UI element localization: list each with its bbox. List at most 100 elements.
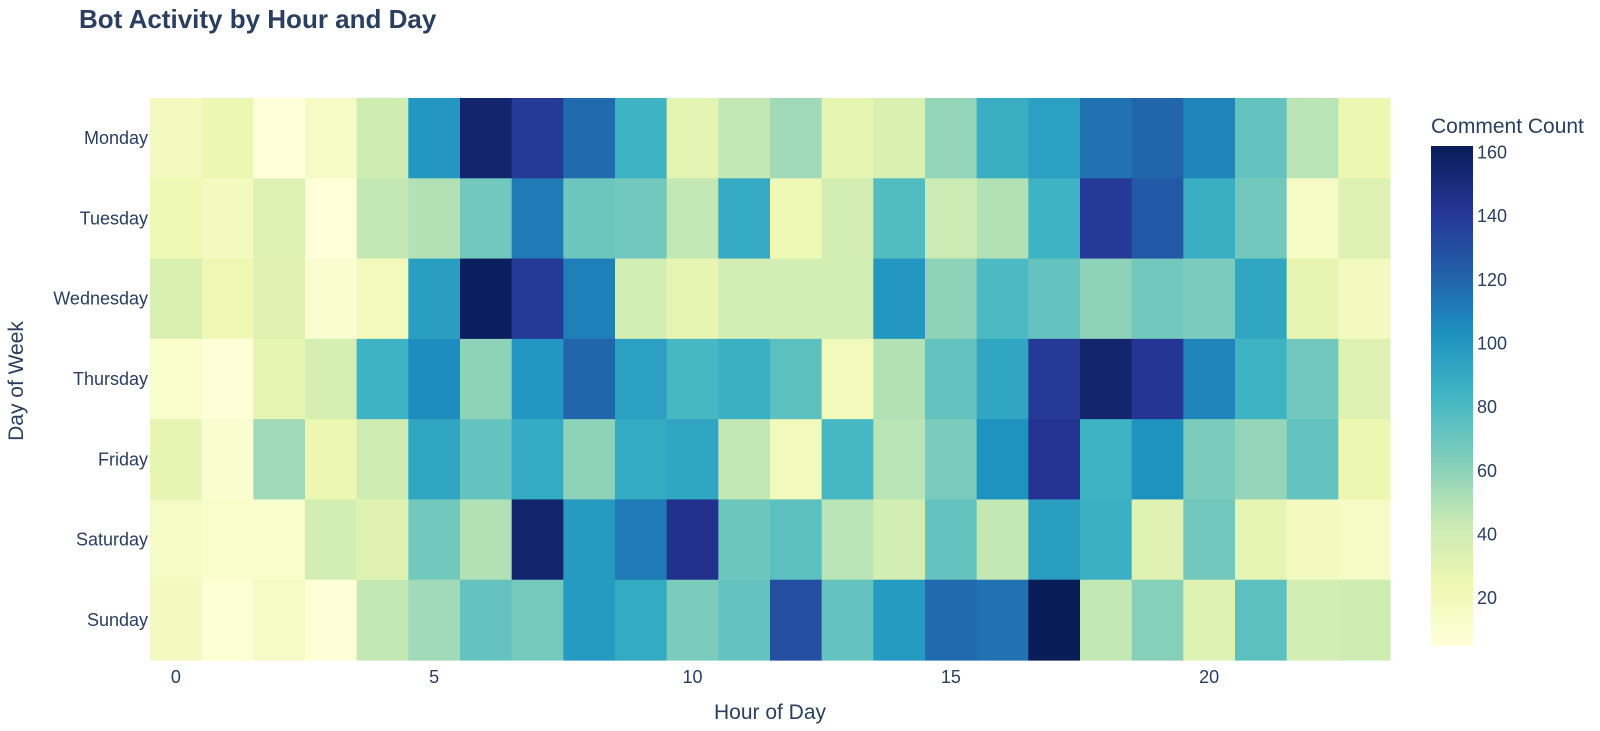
heatmap-cell bbox=[305, 419, 358, 501]
x-tick-label: 20 bbox=[1199, 667, 1219, 687]
heatmap-cell bbox=[1338, 178, 1391, 260]
heatmap-cell bbox=[873, 338, 926, 420]
heatmap-cell bbox=[201, 258, 254, 340]
heatmap-cell bbox=[925, 579, 978, 661]
heatmap-cell bbox=[821, 98, 874, 179]
heatmap-cell bbox=[770, 338, 823, 420]
heatmap-cell bbox=[873, 98, 926, 179]
heatmap-cell bbox=[1338, 419, 1391, 501]
x-tick-label: 0 bbox=[171, 667, 181, 687]
heatmap-cell bbox=[305, 579, 358, 661]
heatmap-cell bbox=[408, 258, 461, 340]
heatmap-cell bbox=[201, 579, 254, 661]
heatmap-cell bbox=[356, 178, 409, 260]
heatmap-cell bbox=[1080, 499, 1133, 581]
heatmap-cell bbox=[1286, 178, 1339, 260]
heatmap-cell bbox=[718, 338, 771, 420]
heatmap-cell bbox=[511, 419, 564, 501]
heatmap-cell bbox=[1235, 499, 1288, 581]
heatmap-cell bbox=[356, 499, 409, 581]
heatmap-cell bbox=[1028, 258, 1081, 340]
heatmap-cell bbox=[615, 338, 668, 420]
heatmap-cell bbox=[408, 98, 461, 179]
heatmap-cell bbox=[770, 419, 823, 501]
heatmap-cell bbox=[770, 579, 823, 661]
heatmap-cell bbox=[615, 98, 668, 179]
heatmap-cell bbox=[460, 419, 513, 501]
heatmap-cell bbox=[925, 338, 978, 420]
colorbar-tick-label: 120 bbox=[1477, 270, 1507, 290]
heatmap-cell bbox=[408, 178, 461, 260]
heatmap-cell bbox=[666, 419, 719, 501]
heatmap-cell bbox=[460, 579, 513, 661]
heatmap-cell bbox=[1286, 338, 1339, 420]
heatmap-cell bbox=[1286, 419, 1339, 501]
heatmap-cell bbox=[1028, 419, 1081, 501]
heatmap-cell bbox=[821, 258, 874, 340]
colorbar-ticks: 20 40 60 80 100 120 140 160 bbox=[1477, 142, 1507, 608]
heatmap-cell bbox=[201, 419, 254, 501]
heatmap-cell bbox=[1131, 258, 1184, 340]
heatmap-cell bbox=[1028, 499, 1081, 581]
y-axis-ticks: Monday Tuesday Wednesday Thursday Friday Satu… bbox=[53, 128, 148, 630]
heatmap-cell bbox=[563, 178, 616, 260]
heatmap-cell bbox=[615, 499, 668, 581]
heatmap-cell bbox=[563, 419, 616, 501]
heatmap-cell bbox=[201, 178, 254, 260]
colorbar-tick-label: 80 bbox=[1477, 397, 1497, 417]
heatmap-cell bbox=[821, 499, 874, 581]
y-tick-label: Sunday bbox=[87, 610, 148, 630]
heatmap-cell bbox=[1080, 419, 1133, 501]
colorbar-title: Comment Count bbox=[1431, 115, 1584, 138]
heatmap-cell bbox=[408, 419, 461, 501]
heatmap-cell bbox=[1338, 579, 1391, 661]
heatmap-cell bbox=[511, 178, 564, 260]
heatmap-cell bbox=[873, 499, 926, 581]
heatmap-cell bbox=[1235, 579, 1288, 661]
heatmap-cells bbox=[150, 98, 1391, 661]
heatmap-cell bbox=[460, 338, 513, 420]
heatmap-cell bbox=[976, 258, 1029, 340]
heatmap-cell bbox=[1131, 98, 1184, 179]
heatmap-cell bbox=[770, 499, 823, 581]
heatmap-cell bbox=[563, 499, 616, 581]
heatmap-cell bbox=[666, 579, 719, 661]
heatmap-cell bbox=[1183, 258, 1236, 340]
heatmap-cell bbox=[356, 419, 409, 501]
heatmap-cell bbox=[1235, 258, 1288, 340]
heatmap-cell bbox=[1131, 419, 1184, 501]
heatmap-cell bbox=[666, 338, 719, 420]
y-tick-label: Thursday bbox=[73, 369, 148, 389]
heatmap-cell bbox=[1183, 338, 1236, 420]
heatmap-cell bbox=[718, 499, 771, 581]
heatmap-cell bbox=[1338, 338, 1391, 420]
heatmap-cell bbox=[770, 258, 823, 340]
heatmap-cell bbox=[615, 178, 668, 260]
heatmap-cell bbox=[408, 579, 461, 661]
heatmap-cell bbox=[821, 178, 874, 260]
heatmap-cell bbox=[1131, 579, 1184, 661]
heatmap-cell bbox=[873, 419, 926, 501]
heatmap-cell bbox=[615, 258, 668, 340]
heatmap-cell bbox=[356, 579, 409, 661]
colorbar-tick-label: 40 bbox=[1477, 525, 1497, 545]
heatmap-cell bbox=[563, 258, 616, 340]
heatmap-cell bbox=[718, 98, 771, 179]
heatmap-cell bbox=[666, 178, 719, 260]
heatmap-cell bbox=[356, 98, 409, 179]
heatmap-cell bbox=[976, 419, 1029, 501]
heatmap-cell bbox=[976, 178, 1029, 260]
heatmap-cell bbox=[1080, 338, 1133, 420]
heatmap-cell bbox=[563, 579, 616, 661]
heatmap-cell bbox=[1286, 499, 1339, 581]
heatmap-cell bbox=[201, 499, 254, 581]
heatmap-cell bbox=[718, 178, 771, 260]
heatmap-cell bbox=[718, 258, 771, 340]
heatmap-cell bbox=[718, 579, 771, 661]
colorbar-tick-label: 100 bbox=[1477, 333, 1507, 353]
heatmap-cell bbox=[770, 178, 823, 260]
heatmap-cell bbox=[563, 338, 616, 420]
heatmap-cell bbox=[253, 98, 306, 179]
heatmap-cell bbox=[666, 98, 719, 179]
heatmap-cell bbox=[460, 178, 513, 260]
